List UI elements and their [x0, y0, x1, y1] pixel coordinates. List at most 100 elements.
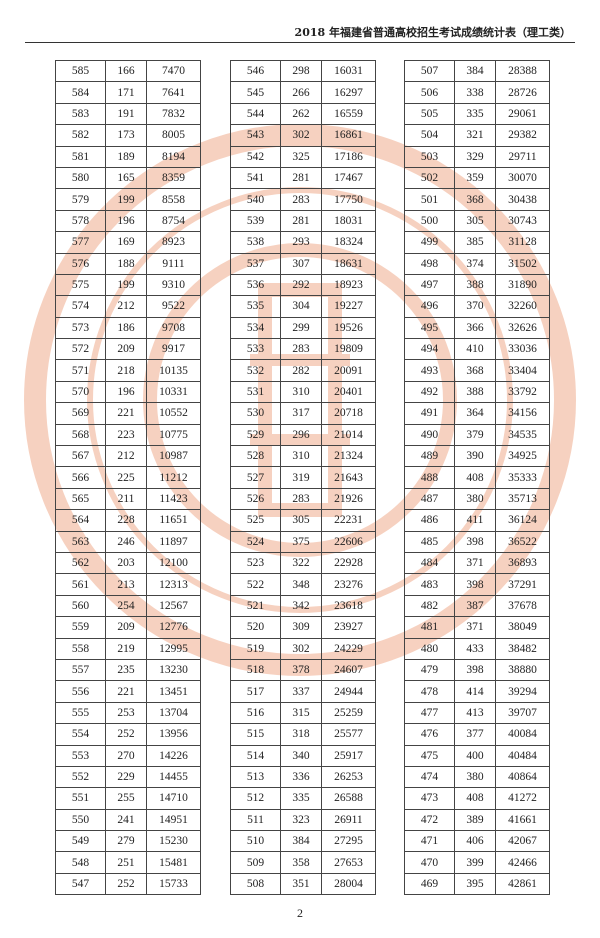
count-cell: 342 — [280, 594, 322, 618]
count-cell: 235 — [105, 658, 147, 682]
cumulative-cell: 28004 — [321, 872, 376, 896]
table-row: 477 413 39707 — [404, 701, 550, 725]
table-row: 544 262 16559 — [230, 102, 376, 126]
cumulative-cell: 18923 — [321, 273, 376, 297]
cumulative-cell: 35713 — [495, 487, 550, 511]
count-cell: 410 — [454, 338, 496, 361]
cumulative-cell: 41661 — [495, 808, 550, 832]
cumulative-cell: 38880 — [495, 658, 550, 682]
score-cell: 537 — [230, 252, 281, 275]
count-cell: 379 — [454, 423, 496, 447]
score-cell: 525 — [230, 509, 281, 532]
count-cell: 241 — [105, 808, 147, 832]
count-cell: 270 — [105, 744, 147, 767]
cumulative-cell: 13451 — [146, 680, 201, 703]
count-cell: 228 — [105, 509, 147, 532]
cumulative-cell: 34925 — [495, 445, 550, 468]
cumulative-cell: 13956 — [146, 723, 201, 746]
count-cell: 329 — [454, 145, 496, 168]
table-row: 484 371 36893 — [404, 551, 550, 575]
count-cell: 399 — [454, 851, 496, 874]
score-cell: 534 — [230, 316, 281, 340]
score-cell: 513 — [230, 765, 281, 789]
count-cell: 307 — [280, 252, 322, 275]
count-cell: 223 — [105, 423, 147, 447]
score-cell: 548 — [55, 851, 106, 874]
count-cell: 408 — [454, 787, 496, 810]
score-cell: 524 — [230, 530, 281, 553]
count-cell: 209 — [105, 338, 147, 361]
table-row: 583 191 7832 — [55, 102, 201, 126]
table-row: 474 380 40864 — [404, 765, 550, 789]
score-cell: 580 — [55, 166, 106, 190]
table-row: 512 335 26588 — [230, 787, 376, 810]
cumulative-cell: 30743 — [495, 209, 550, 233]
table-row: 545 266 16297 — [230, 81, 376, 104]
table-row: 528 310 21324 — [230, 445, 376, 468]
count-cell: 388 — [454, 380, 496, 404]
count-cell: 281 — [280, 209, 322, 233]
count-cell: 191 — [105, 102, 147, 126]
score-cell: 579 — [55, 188, 106, 211]
count-cell: 414 — [454, 680, 496, 703]
score-cell: 516 — [230, 701, 281, 725]
cumulative-cell: 26911 — [321, 808, 376, 832]
table-row: 505 335 29061 — [404, 102, 550, 126]
cumulative-cell: 41272 — [495, 787, 550, 810]
count-cell: 189 — [105, 145, 147, 168]
cumulative-cell: 9111 — [146, 252, 201, 275]
count-cell: 302 — [280, 637, 322, 660]
cumulative-cell: 36124 — [495, 509, 550, 532]
score-cell: 539 — [230, 209, 281, 233]
cumulative-cell: 42466 — [495, 851, 550, 874]
table-row: 542 325 17186 — [230, 145, 376, 168]
table-row: 574 212 9522 — [55, 295, 201, 318]
score-cell: 523 — [230, 551, 281, 575]
score-cell: 584 — [55, 81, 106, 104]
score-cell: 563 — [55, 530, 106, 553]
table-row: 487 380 35713 — [404, 487, 550, 511]
table-row: 470 399 42466 — [404, 851, 550, 874]
score-cell: 566 — [55, 466, 106, 489]
count-cell: 321 — [454, 124, 496, 147]
count-cell: 186 — [105, 316, 147, 340]
score-cell: 544 — [230, 102, 281, 126]
cumulative-cell: 9310 — [146, 273, 201, 297]
cumulative-cell: 15733 — [146, 872, 201, 896]
count-cell: 212 — [105, 295, 147, 318]
cumulative-cell: 18324 — [321, 231, 376, 254]
cumulative-cell: 10552 — [146, 402, 201, 425]
cumulative-cell: 13704 — [146, 701, 201, 725]
cumulative-cell: 39294 — [495, 680, 550, 703]
count-cell: 351 — [280, 872, 322, 896]
count-cell: 305 — [280, 509, 322, 532]
table-row: 510 384 27295 — [230, 830, 376, 853]
count-cell: 196 — [105, 209, 147, 233]
cumulative-cell: 15481 — [146, 851, 201, 874]
table-row: 508 351 28004 — [230, 872, 376, 896]
score-cell: 494 — [404, 338, 455, 361]
cumulative-cell: 11212 — [146, 466, 201, 489]
table-row: 565 211 11423 — [55, 487, 201, 511]
score-cell: 518 — [230, 658, 281, 682]
cumulative-cell: 37291 — [495, 573, 550, 596]
table-row: 497 388 31890 — [404, 273, 550, 297]
table-row: 553 270 14226 — [55, 744, 201, 767]
score-cell: 480 — [404, 637, 455, 660]
cumulative-cell: 33036 — [495, 338, 550, 361]
cumulative-cell: 14951 — [146, 808, 201, 832]
score-cell: 483 — [404, 573, 455, 596]
score-cell: 575 — [55, 273, 106, 297]
table-row: 551 255 14710 — [55, 787, 201, 810]
table-row: 488 408 35333 — [404, 466, 550, 489]
count-cell: 203 — [105, 551, 147, 575]
table-row: 526 283 21926 — [230, 487, 376, 511]
table-row: 575 199 9310 — [55, 273, 201, 297]
cumulative-cell: 8359 — [146, 166, 201, 190]
count-cell: 389 — [454, 808, 496, 832]
score-cell: 585 — [55, 59, 106, 83]
table-row: 476 377 40084 — [404, 723, 550, 746]
score-cell: 512 — [230, 787, 281, 810]
cumulative-cell: 40084 — [495, 723, 550, 746]
cumulative-cell: 28388 — [495, 59, 550, 83]
